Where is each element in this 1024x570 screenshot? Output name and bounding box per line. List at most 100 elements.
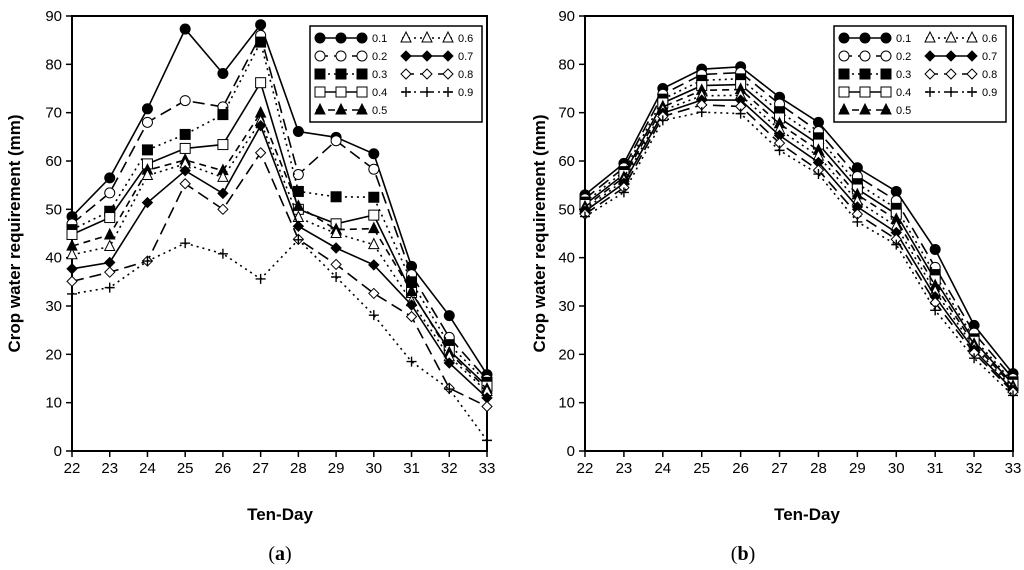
data-point xyxy=(104,172,116,184)
data-point xyxy=(217,248,228,259)
legend-marker xyxy=(966,30,978,43)
data-point xyxy=(66,228,78,240)
data-point xyxy=(930,305,941,316)
series-line xyxy=(71,39,488,383)
chart-panel-a: 0 10 20 30 40 50 60 70 80 90 22 23 24 25 26 27 28 29 30 31 3… xyxy=(5,8,495,565)
legend-label: 0.2 xyxy=(372,51,387,63)
data-point xyxy=(217,68,229,80)
data-point xyxy=(330,242,342,254)
data-point xyxy=(141,144,153,156)
series-line xyxy=(584,77,1014,383)
legend-marker xyxy=(314,68,326,80)
series-line xyxy=(584,104,1014,393)
data-point xyxy=(66,263,78,275)
x-tick-label: 23 xyxy=(101,460,118,477)
x-tick-label: 27 xyxy=(252,460,269,477)
legend-marker xyxy=(946,87,956,97)
legend-marker xyxy=(838,50,850,62)
series-0.4 xyxy=(66,77,493,392)
legend-marker xyxy=(880,102,892,115)
data-point xyxy=(103,239,116,252)
data-point xyxy=(67,288,77,299)
data-point xyxy=(969,353,980,364)
legend-marker xyxy=(924,30,936,43)
legend-marker xyxy=(400,30,412,43)
series-line xyxy=(71,80,488,387)
data-point xyxy=(255,36,267,48)
legend-marker xyxy=(442,50,454,62)
y-tick-label: 20 xyxy=(558,346,575,363)
panel-label: (a) xyxy=(268,543,291,565)
data-point xyxy=(813,169,824,180)
legend-marker xyxy=(314,86,326,98)
legend-marker xyxy=(924,68,936,80)
data-point xyxy=(254,147,267,159)
legend-marker xyxy=(314,50,326,62)
legend-marker xyxy=(421,30,433,43)
series-line xyxy=(584,88,1014,387)
legend-label: 0.8 xyxy=(458,69,473,81)
legend-marker xyxy=(442,30,454,43)
data-point xyxy=(929,243,941,255)
y-tick-label: 50 xyxy=(45,201,62,218)
legend-marker xyxy=(356,102,368,115)
legend-marker xyxy=(335,32,347,44)
data-point xyxy=(141,196,154,209)
data-point xyxy=(368,209,380,221)
panel-label: (b) xyxy=(731,543,755,565)
data-point xyxy=(179,178,191,190)
data-point xyxy=(66,247,78,260)
y-tick-label: 30 xyxy=(45,298,62,315)
data-point xyxy=(368,237,380,250)
legend-marker xyxy=(966,50,978,62)
series-0.7 xyxy=(66,120,493,404)
data-point xyxy=(618,187,629,198)
y-tick-label: 10 xyxy=(45,395,62,412)
legend-label: 0.4 xyxy=(372,87,387,99)
legend-marker xyxy=(880,86,892,98)
legend-label: 0.6 xyxy=(982,33,997,45)
data-point xyxy=(292,220,305,232)
y-tick-label: 40 xyxy=(558,250,575,267)
data-point xyxy=(255,19,267,31)
y-tick-label: 10 xyxy=(558,395,575,412)
data-point xyxy=(443,357,455,369)
data-point xyxy=(217,109,229,121)
legend-marker xyxy=(400,68,412,80)
y-tick-label: 90 xyxy=(558,8,575,25)
legend-label: 0.1 xyxy=(372,33,387,45)
x-tick-label: 26 xyxy=(215,460,232,477)
chart-panel-b: 0 10 20 30 40 50 60 70 80 90 22 23 24 25 26 27 28 29 30 31 3… xyxy=(530,8,1021,565)
y-tick-label: 40 xyxy=(45,250,62,267)
legend-label: 0.3 xyxy=(372,69,387,81)
legend-marker xyxy=(314,32,326,44)
legend-label: 0.7 xyxy=(458,51,473,63)
data-point xyxy=(293,234,304,245)
series-line xyxy=(71,123,488,399)
legend-marker xyxy=(442,68,454,80)
x-tick-label: 25 xyxy=(177,460,194,477)
x-tick-label: 27 xyxy=(771,460,788,477)
y-tick-label: 30 xyxy=(558,298,575,315)
x-tick-label: 33 xyxy=(479,460,496,477)
data-point xyxy=(368,310,379,321)
x-tick-label: 32 xyxy=(966,460,983,477)
series-line xyxy=(584,99,1014,391)
series-line xyxy=(584,71,1014,380)
data-point xyxy=(580,211,590,222)
legend-marker xyxy=(356,32,368,44)
legend-marker xyxy=(880,32,892,44)
legend-label: 0.4 xyxy=(896,87,911,99)
data-point xyxy=(104,282,115,293)
x-tick-label: 23 xyxy=(616,460,633,477)
x-tick-label: 28 xyxy=(810,460,827,477)
legend-marker xyxy=(314,102,326,115)
data-point xyxy=(368,221,380,234)
series-0.5 xyxy=(66,106,493,394)
data-point xyxy=(179,164,191,177)
x-tick-label: 30 xyxy=(888,460,905,477)
x-tick-label: 26 xyxy=(732,460,749,477)
series-line xyxy=(71,151,488,408)
series-0.9 xyxy=(580,107,1018,401)
